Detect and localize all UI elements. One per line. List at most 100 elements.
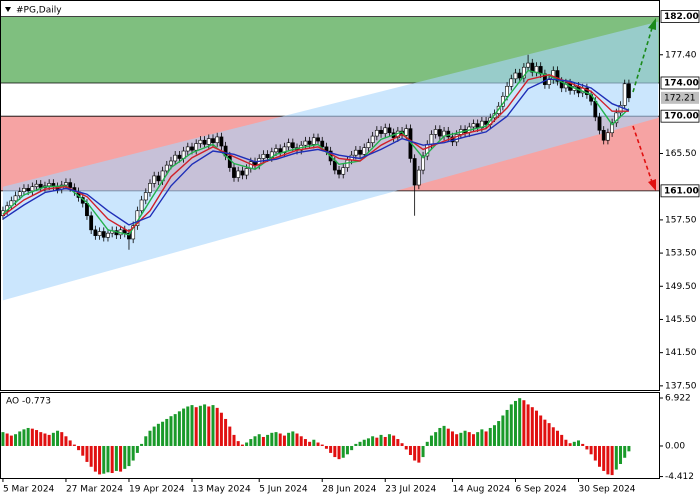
candle-body	[437, 129, 442, 137]
ao-bar	[522, 400, 526, 446]
ao-bar	[598, 445, 602, 467]
ao-bar	[266, 434, 270, 446]
ao-bar	[354, 443, 358, 446]
y-tick-label: 153.50	[665, 249, 697, 259]
ao-bar	[198, 405, 202, 446]
candle-body	[265, 154, 270, 158]
ao-bar	[526, 404, 530, 446]
ao-bar	[249, 439, 253, 446]
candle-body	[26, 188, 31, 192]
candle-body	[139, 199, 144, 212]
candle-body	[202, 139, 207, 145]
candle-body	[177, 154, 182, 159]
ao-bar	[173, 414, 177, 446]
ao-bar	[333, 445, 337, 458]
candle-body	[341, 167, 346, 175]
ao-bar	[619, 445, 623, 465]
ao-bar	[539, 415, 543, 446]
y-tick-label: 177.40	[665, 50, 697, 60]
candle-body	[379, 129, 383, 134]
ao-bar	[291, 431, 295, 446]
candle-body	[433, 129, 438, 135]
ao-frame	[0, 392, 660, 479]
candle-body	[274, 148, 278, 153]
ao-bar	[392, 435, 396, 446]
ao-bar	[148, 430, 152, 446]
ao-bar	[177, 411, 181, 446]
ao-bar	[387, 434, 391, 446]
ao-bar	[581, 443, 585, 446]
ao-bar	[215, 407, 219, 446]
ao-bar	[467, 432, 471, 446]
candle-body	[106, 232, 110, 238]
price-frame	[0, 0, 660, 391]
ao-bar	[602, 445, 606, 471]
ao-bar	[337, 445, 341, 460]
ao-bar	[425, 441, 429, 446]
ao-bar	[228, 426, 232, 446]
y-tick-label: 149.50	[665, 282, 697, 292]
candle-body	[85, 202, 89, 217]
ao-bar	[614, 445, 618, 470]
y-tick-label: 6.922	[665, 394, 691, 404]
chart-title: #PG,Daily	[16, 6, 62, 16]
ao-bar	[60, 432, 64, 446]
candle-body	[509, 78, 514, 87]
forecast-arrows	[632, 18, 656, 191]
candle-body	[68, 182, 73, 188]
ao-bar	[543, 419, 547, 446]
candle-body	[471, 123, 476, 128]
ao-bar	[278, 433, 282, 446]
candle-body	[505, 85, 509, 97]
candle-body	[404, 128, 409, 136]
last-price-box	[661, 91, 699, 104]
candle-body	[190, 146, 194, 151]
ao-bar	[324, 445, 328, 449]
ao-bar	[492, 425, 496, 446]
ao-bar	[518, 398, 522, 446]
candle-body	[17, 191, 22, 197]
ao-bar	[102, 445, 106, 474]
candle-body	[97, 231, 102, 236]
ao-bar	[488, 427, 492, 446]
ao-bar	[404, 445, 408, 450]
ao-bar	[345, 445, 349, 455]
level-label-box	[660, 76, 700, 90]
ao-bar	[560, 434, 564, 446]
ao-bar	[14, 434, 18, 446]
ao-value: -0.773	[22, 397, 51, 407]
candle-body	[240, 170, 245, 176]
up-arrow-head	[648, 18, 656, 30]
candle-body	[38, 183, 43, 188]
ao-bar	[43, 433, 47, 446]
candle-body	[211, 138, 215, 144]
candle-body	[127, 232, 131, 240]
y-tick-label: 157.50	[665, 215, 697, 225]
ao-bar	[119, 445, 123, 472]
ao-bar	[434, 432, 438, 446]
candle-body	[622, 83, 627, 106]
candle-body	[303, 140, 308, 146]
candle-body	[307, 140, 312, 145]
level-label: 182.00	[664, 12, 699, 22]
candle-body	[345, 159, 350, 168]
candle-body	[156, 175, 161, 182]
ao-bar	[530, 407, 534, 446]
level-label: 174.00	[664, 78, 699, 88]
y-tick-label: 141.50	[665, 348, 697, 358]
candle-body	[34, 183, 39, 188]
ao-bar	[224, 418, 228, 446]
candle-body	[30, 186, 35, 192]
candle-body	[232, 167, 236, 178]
ao-bar	[442, 425, 446, 446]
candle-body	[22, 188, 26, 192]
candle-body	[173, 154, 178, 162]
ao-bar	[1, 432, 5, 446]
ao-bar	[463, 430, 467, 446]
ao-bar	[51, 432, 55, 446]
x-tick-label: 27 Mar 2024	[66, 485, 123, 495]
ao-bar	[253, 436, 257, 446]
ao-bar	[274, 432, 278, 446]
candle-body	[517, 72, 522, 79]
